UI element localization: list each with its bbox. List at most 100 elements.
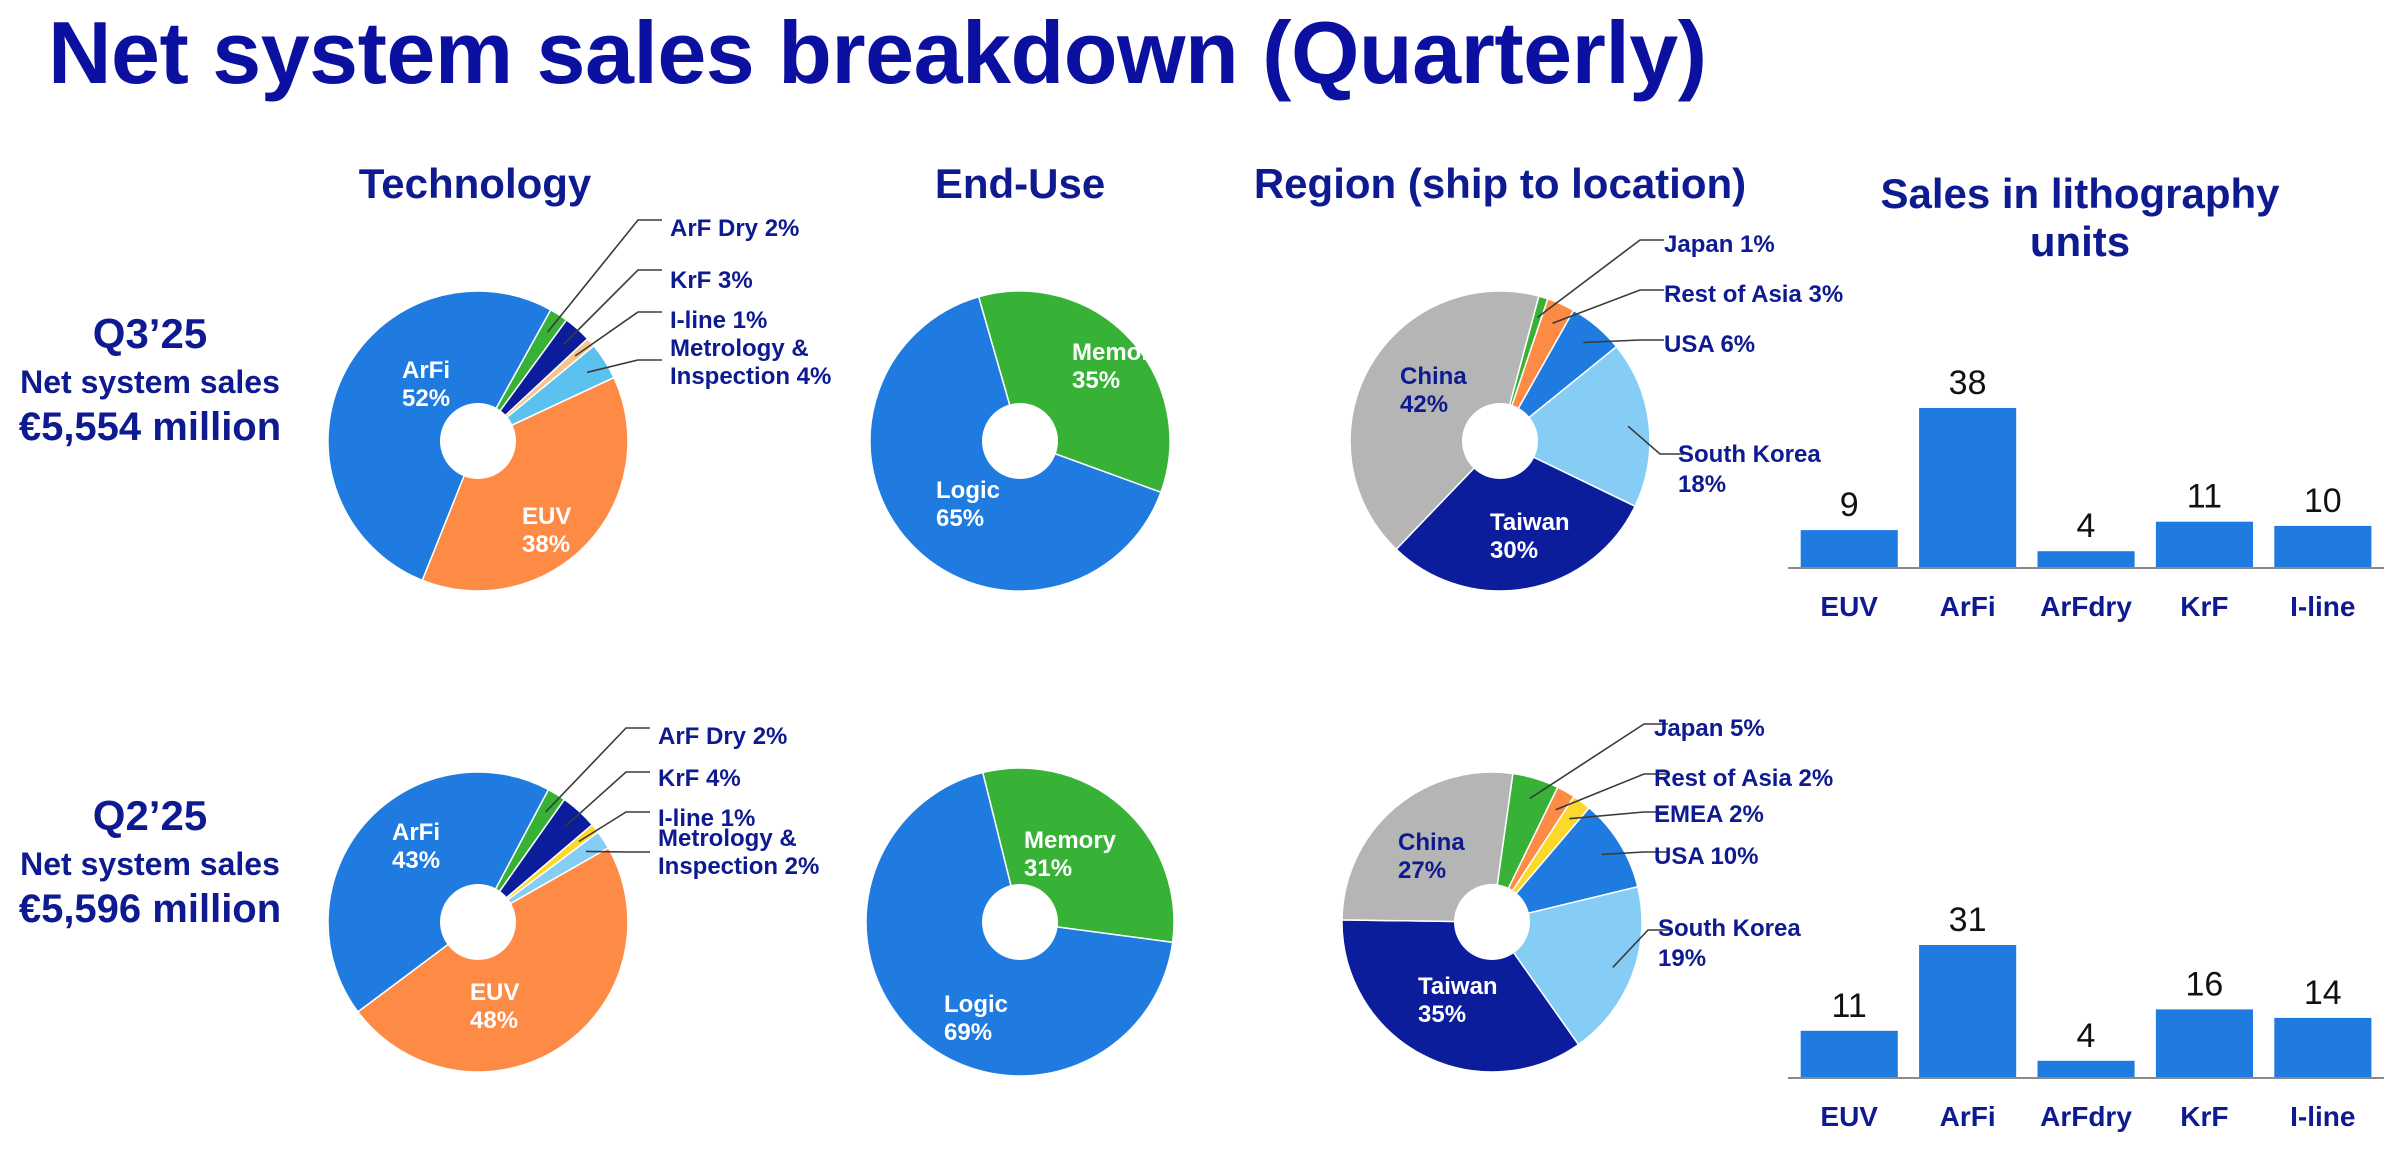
enduse-q3-label-memory: Memory [1072,339,1165,366]
tech-q2-leader-arf-dry [545,727,650,813]
tech-q2-slice-euv [356,846,629,1073]
units-q3-value-krf: 11 [2187,478,2222,516]
tech-q2-label-metrology-and-inspection: Metrology & [658,825,797,852]
region-q3-label-south-korea: South Korea [1678,441,1821,468]
page-title: Net system sales breakdown (Quarterly) [48,3,1707,102]
region-q2-label-south-korea: South Korea [1658,915,1801,942]
region-q3-label-japan: Japan 1% [1664,231,1775,258]
units-q3-value-euv: 9 [1840,486,1859,524]
tech-q2-pie [327,771,629,1073]
region-q2-leader-south-korea [1612,929,1672,968]
tech-q3-label-krf: KrF 3% [670,267,753,294]
units-q3-bar-euv [1800,530,1898,568]
units-q2-category-i-line: I-line [2290,1101,2355,1132]
row-label-q2: Q2’25 Net system sales €5,596 million [0,792,300,932]
tech-q3-label-metrology-and-inspection: Metrology & [670,335,809,362]
units-header-line2: units [2029,218,2131,265]
units-q3-bar-arfi [1919,408,2017,568]
tech-q2-leader-krf [564,771,650,828]
units-q3-category-krf: KrF [2180,591,2228,622]
quarter-label: Q3’25 [92,310,208,357]
region-q2-pie [1341,771,1643,1073]
enduse-q3-label-logic: Logic [936,477,1000,504]
units-q2-bar-arfdry [2037,1060,2135,1078]
enduse-q2-pct-logic: 69% [944,1019,992,1046]
region-q2-pct-south-korea: 19% [1658,945,1706,972]
enduse-q3-donut-hole [982,403,1058,479]
units-q2-bar-arfi [1919,945,2017,1078]
enduse-q2-label-logic: Logic [944,991,1008,1018]
column-header-technology: Technology [358,160,592,207]
units-header-line1: Sales in lithography [1880,170,2280,217]
tech-q3-label-arfi: ArFi [402,357,450,384]
units-q2-category-krf: KrF [2180,1101,2228,1132]
units-q3-category-arfi: ArFi [1940,591,1996,622]
region-q2-pct-taiwan: 35% [1418,1001,1466,1028]
enduse-q3-pie [869,290,1171,592]
tech-q3-leader-krf [563,269,662,346]
region-q2-slice-taiwan [1341,919,1580,1073]
enduse-q2-donut-hole [982,884,1058,960]
region-q2-leader-usa [1601,851,1668,856]
units-q2-category-euv: EUV [1820,1101,1878,1132]
units-q2-value-krf: 16 [2185,965,2223,1003]
region-q3-label-rest-of-asia: Rest of Asia 3% [1664,281,1843,308]
enduse-q3-pct-logic: 65% [936,505,984,532]
region-q2-leader-rest-of-asia [1555,773,1668,811]
tech-q2-label-krf: KrF 4% [658,765,741,792]
units-q3-value-arfi: 38 [1949,364,1987,402]
enduse-q2-pie [865,767,1175,1077]
tech-q2-label-euv: EUV [470,979,519,1006]
units-q3-category-i-line: I-line [2290,591,2355,622]
region-q2-label-japan: Japan 5% [1654,715,1765,742]
tech-q2-label2-metrology-and-inspection: Inspection 2% [658,853,819,880]
tech-q3-leader-arf-dry [546,219,662,333]
region-q3-leader-south-korea [1627,425,1684,455]
units-q2-bar-krf [2155,1009,2253,1078]
tech-q2-donut-hole [440,884,516,960]
tech-q3-label2-metrology-and-inspection: Inspection 4% [670,363,831,390]
net-sales-amount: €5,554 million [18,405,282,449]
units-q2-value-i-line: 14 [2304,974,2342,1012]
region-q3-label-china: China [1400,363,1467,390]
tech-q2-label-i-line: I-line 1% [658,805,755,832]
net-sales-label: Net system sales [20,846,280,882]
region-q2-pct-china: 27% [1398,857,1446,884]
tech-q2-pct-euv: 48% [470,1007,518,1034]
region-q2-label-china: China [1398,829,1465,856]
units-q2-bar-i-line [2274,1017,2372,1078]
quarter-label: Q2’25 [92,792,208,839]
region-q3-leader-japan [1536,239,1664,319]
units-q2-category-arfdry: ArFdry [2040,1101,2132,1132]
tech-q3-leader-i-line [574,311,662,357]
enduse-q3-pct-memory: 35% [1072,367,1120,394]
region-q2-label-taiwan: Taiwan [1418,973,1498,1000]
units-q2-value-arfi: 31 [1949,901,1987,939]
tech-q2-label-arfi: ArFi [392,819,440,846]
column-header-region: Region (ship to location) [1253,160,1747,207]
region-q3-label-usa: USA 6% [1664,331,1755,358]
net-sales-label: Net system sales [20,364,280,400]
units-q2-category-arfi: ArFi [1940,1101,1996,1132]
units-q3-category-euv: EUV [1820,591,1878,622]
tech-q3-label-i-line: I-line 1% [670,307,767,334]
tech-q2-slice-arfi [327,771,550,1013]
region-q3-label-taiwan: Taiwan [1490,509,1570,536]
units-q3-category-arfdry: ArFdry [2040,591,2132,622]
region-q3-pct-south-korea: 18% [1678,471,1726,498]
tech-q3-label-arf-dry: ArF Dry 2% [670,215,799,242]
tech-q2-label-arf-dry: ArF Dry 2% [658,723,787,750]
region-q2-label-usa: USA 10% [1654,843,1758,870]
units-q3-value-arfdry: 4 [2077,507,2096,545]
region-q2-slice-china [1341,771,1514,923]
tech-q2-leader-i-line [578,811,650,843]
region-q2-label-emea: EMEA 2% [1654,801,1764,828]
enduse-q2-label-memory: Memory [1024,827,1117,854]
region-q3-leader-rest-of-asia [1552,289,1664,324]
region-q2-label-rest-of-asia: Rest of Asia 2% [1654,765,1833,792]
units-q2-bar-euv [1800,1030,1898,1078]
net-sales-amount: €5,596 million [18,887,282,931]
region-q3-slice-taiwan [1395,440,1637,592]
region-q3-leader-usa [1583,339,1664,344]
